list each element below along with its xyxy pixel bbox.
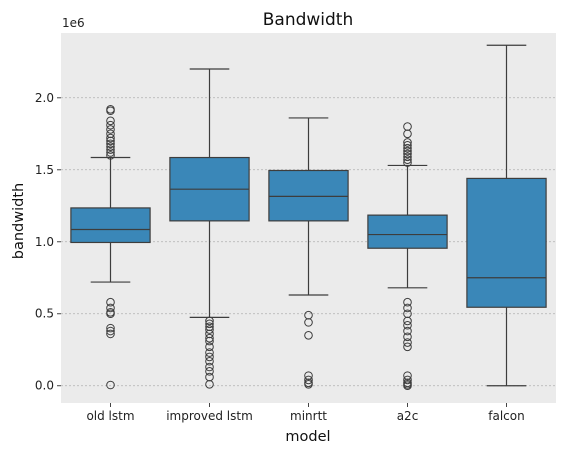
outlier-point: [205, 316, 214, 326]
outlier-point: [403, 326, 412, 336]
outlier-point: [205, 342, 214, 352]
outlier-point: [304, 331, 313, 340]
outlier-point: [403, 332, 412, 342]
outlier-point: [403, 152, 412, 162]
outlier-point: [205, 352, 214, 362]
outlier-point: [106, 125, 115, 134]
outlier-point: [403, 316, 412, 326]
outlier-point: [205, 348, 214, 357]
outlier-point: [403, 143, 412, 153]
outlier-point: [304, 375, 313, 385]
x-tick-label: minrtt: [290, 409, 327, 423]
outlier-point: [205, 367, 214, 376]
x-tick-label: falcon: [488, 409, 524, 423]
outlier-point: [106, 309, 115, 319]
outlier-point: [106, 142, 115, 152]
outlier-point: [403, 140, 412, 150]
box-a2c: [367, 122, 448, 391]
outlier-point: [106, 151, 115, 160]
iqr-box: [70, 207, 151, 244]
x-axis-label: model: [285, 429, 330, 445]
outlier-point: [304, 379, 313, 389]
y-axis-ticks: 0.0 0.5 1.0 1.5 2.0: [35, 91, 61, 393]
x-tick-label: a2c: [397, 409, 419, 423]
outlier-point: [205, 379, 214, 389]
outlier-point: [205, 336, 214, 346]
box-improved-lstm: [169, 68, 250, 389]
outlier-point: [403, 342, 412, 352]
outlier-point: [205, 333, 214, 343]
outlier-point: [106, 120, 115, 130]
outlier-point: [106, 129, 115, 139]
box-falcon: [466, 44, 547, 387]
outlier-point: [205, 325, 214, 334]
y-tick-label: 0.0: [35, 379, 54, 393]
outlier-point: [403, 146, 412, 156]
outlier-point: [304, 318, 313, 327]
outlier-point: [403, 138, 412, 147]
outlier-point: [403, 375, 412, 385]
iqr-box: [268, 169, 349, 222]
outlier-point: [106, 145, 115, 154]
outlier-point: [106, 133, 115, 143]
outlier-point: [403, 320, 412, 330]
outlier-point: [106, 326, 115, 336]
y-offset-label: 1e6: [62, 16, 85, 30]
y-tick-label: 2.0: [35, 91, 54, 105]
y-tick-label: 1.0: [35, 235, 54, 249]
outlier-point: [403, 149, 412, 159]
outlier-point: [106, 116, 115, 126]
box-minrtt: [268, 117, 349, 389]
x-axis-ticks: old lstm improved lstm minrtt a2c falcon: [86, 403, 525, 423]
outlier-point: [106, 380, 115, 390]
y-axis-label: bandwidth: [11, 183, 27, 259]
outlier-point: [205, 319, 214, 329]
outlier-point: [403, 155, 412, 164]
outlier-point: [205, 362, 214, 372]
outlier-point: [403, 158, 412, 167]
outlier-point: [403, 122, 412, 131]
x-tick-label: old lstm: [86, 409, 134, 423]
outlier-point: [403, 303, 412, 313]
boxes-layer: [70, 44, 547, 391]
outlier-point: [106, 105, 115, 114]
outlier-point: [205, 356, 214, 366]
y-tick-label: 1.5: [35, 163, 54, 177]
outlier-point: [106, 303, 115, 313]
outlier-point: [403, 338, 412, 347]
outlier-point: [106, 139, 115, 149]
x-tick-label: improved lstm: [166, 409, 253, 423]
outlier-point: [106, 297, 115, 307]
chart-title: Bandwidth: [263, 10, 354, 30]
outlier-point: [403, 381, 412, 391]
iqr-box: [466, 177, 547, 308]
y-tick-label: 0.5: [35, 307, 54, 321]
outlier-point: [106, 323, 115, 333]
outlier-point: [106, 329, 115, 339]
iqr-box: [367, 214, 448, 249]
outlier-point: [106, 148, 115, 157]
box-old-lstm: [70, 105, 151, 390]
outlier-point: [403, 297, 412, 307]
